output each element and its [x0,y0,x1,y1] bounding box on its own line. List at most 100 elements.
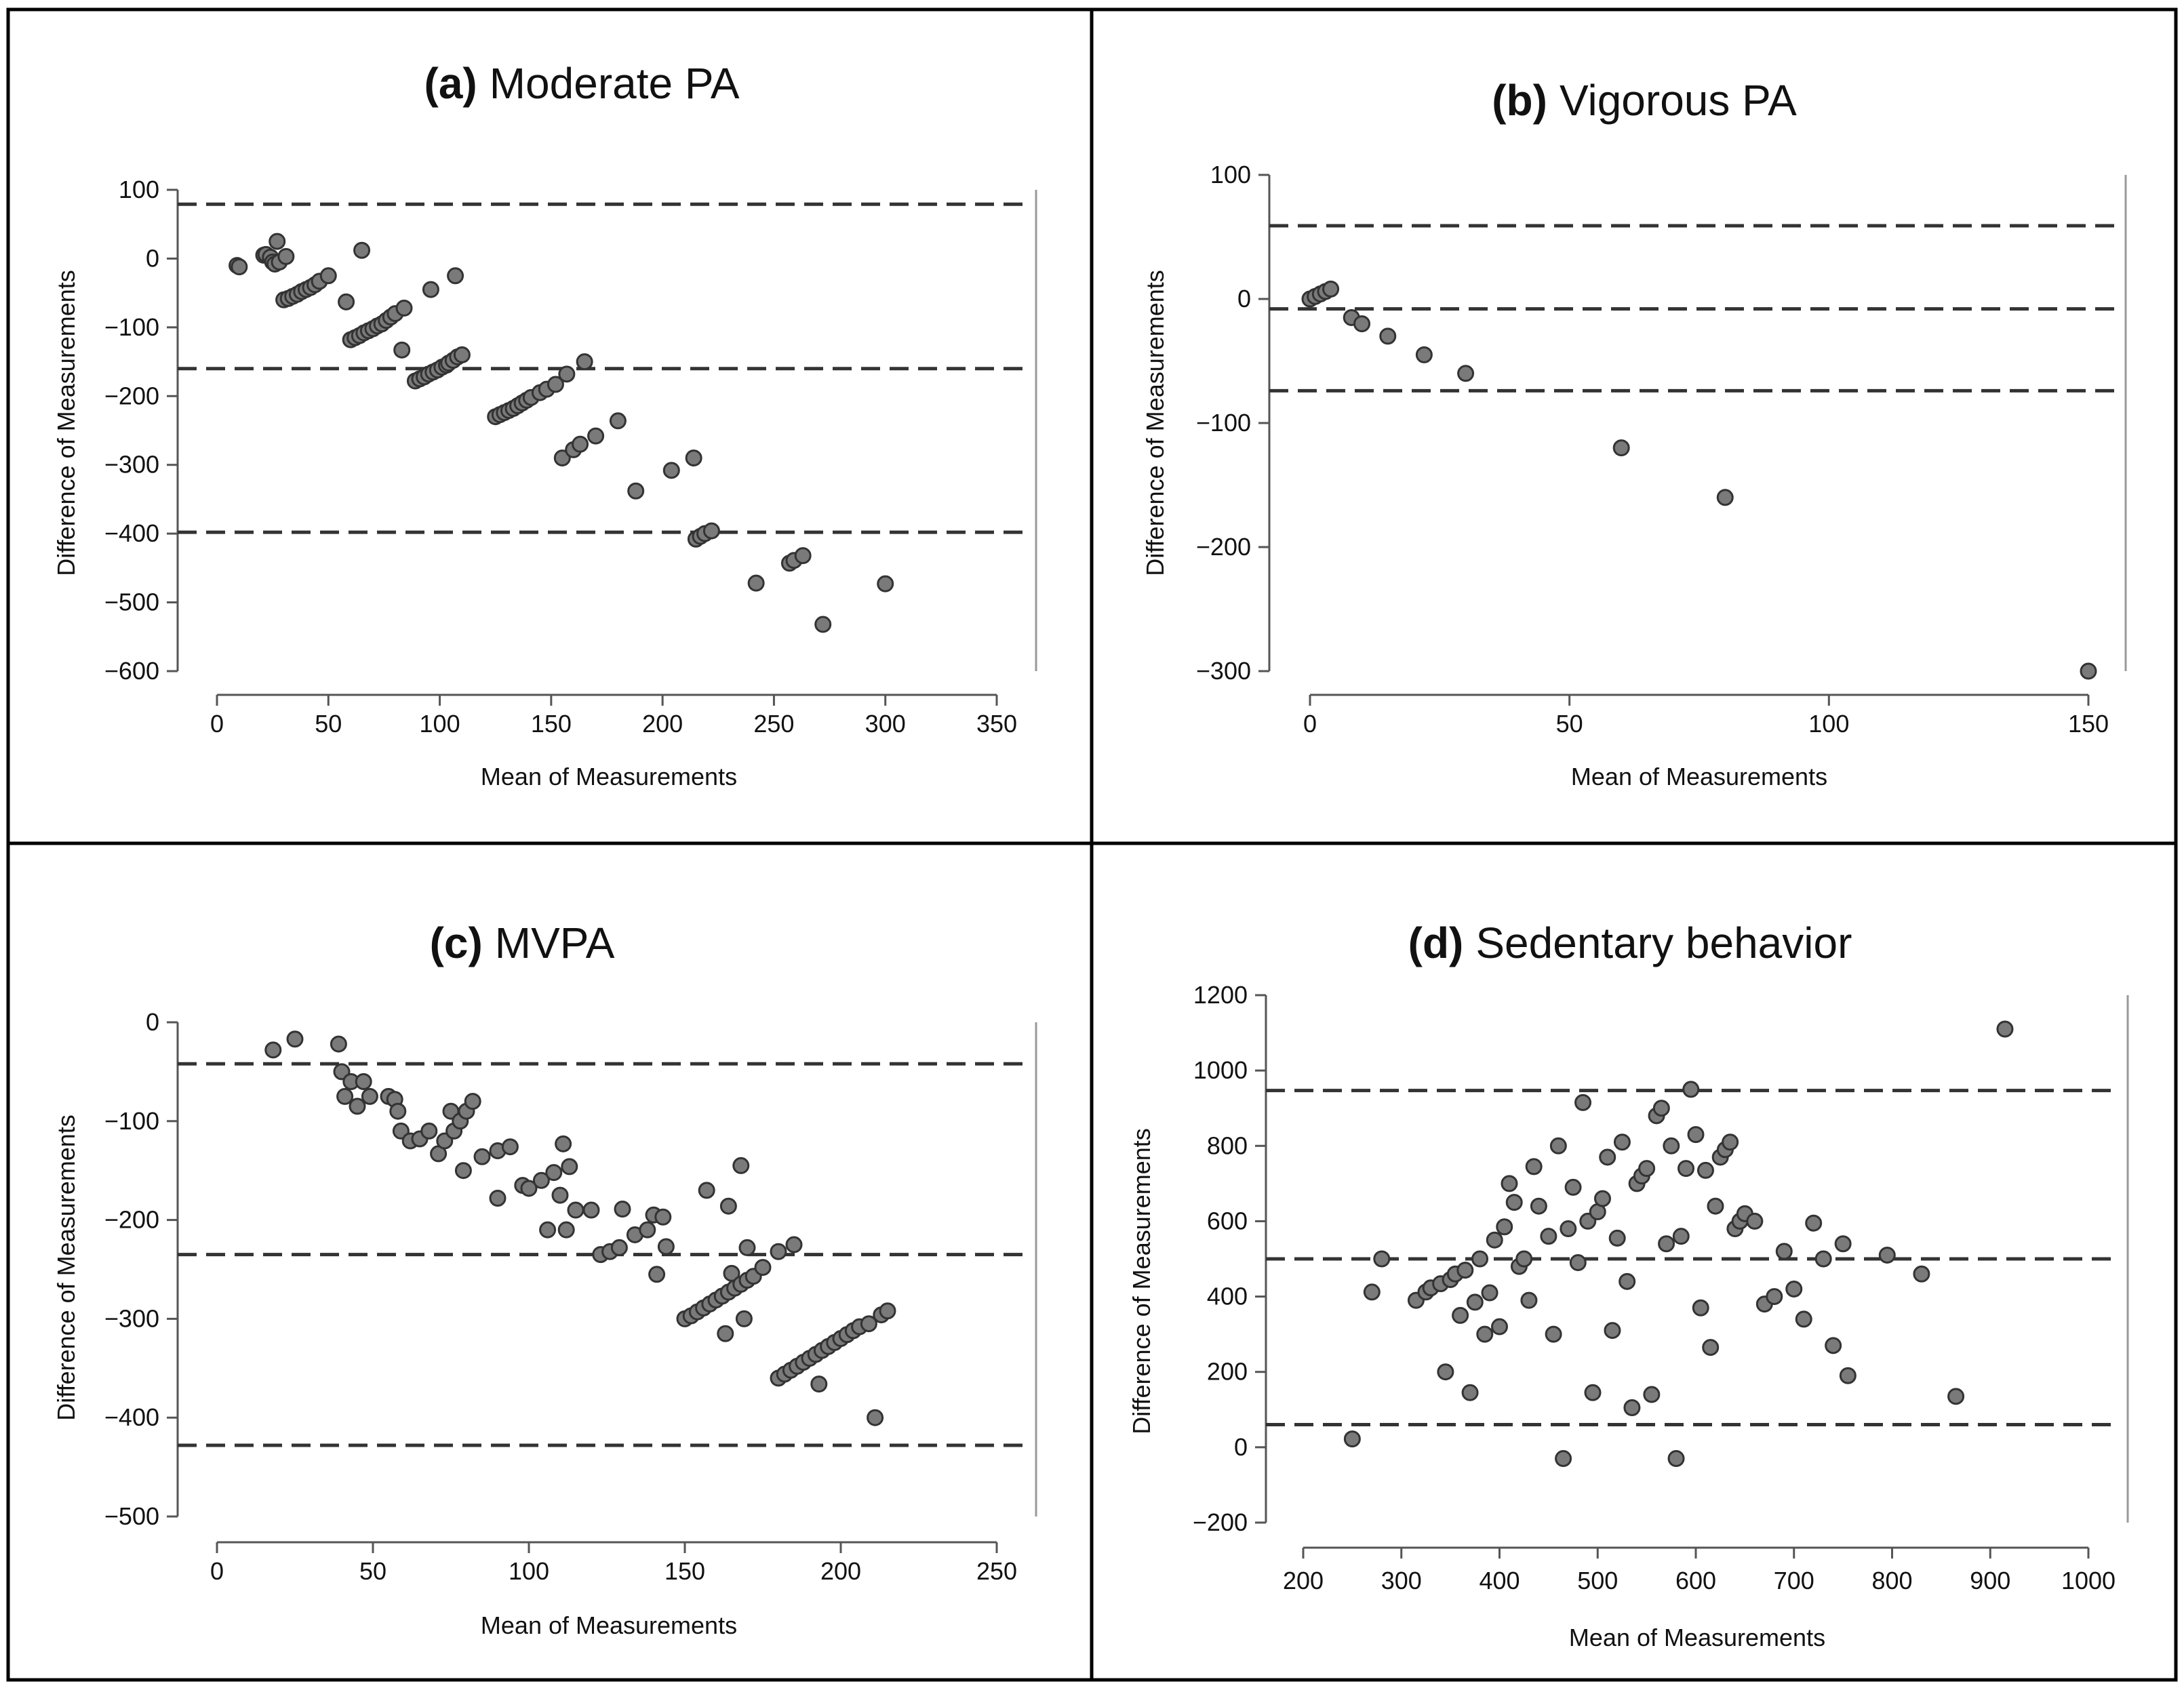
y-tick-label: −400 [104,519,159,547]
y-tick-label: 400 [1207,1283,1248,1310]
chart-title: (a) Moderate PA [424,59,740,108]
data-point [553,449,571,467]
axes: 200 300 400 500 600 700 800 900 1000 1200 1000 800 6… [1193,981,2129,1594]
data-point [657,1238,675,1255]
y-tick-label: 0 [146,1008,159,1036]
chart-title-prefix: (a) [424,59,477,108]
x-tick-label: 0 [1303,710,1317,738]
data-point [1353,315,1371,333]
data-point [1913,1265,1930,1283]
y-tick-label: −600 [104,657,159,685]
data-points [264,1030,896,1426]
data-point [1716,489,1734,506]
x-tick-label: 100 [420,710,460,738]
data-point [738,1239,756,1256]
data-point [639,1221,656,1239]
data-point [1947,1388,1965,1405]
x-tick-label: 400 [1479,1567,1520,1594]
data-point [1525,1158,1543,1175]
data-point [1491,1318,1508,1335]
data-point [879,1302,896,1320]
data-point [1476,1325,1494,1343]
y-tick-label: −100 [104,313,159,341]
data-point [1702,1339,1720,1357]
data-point [422,281,439,298]
data-point [551,1186,569,1204]
chart-title-prefix: (b) [1492,76,1547,125]
data-points [1343,1020,2014,1468]
data-point [662,462,680,479]
data-point [685,449,702,467]
data-point [1612,439,1630,457]
data-point [1599,1148,1616,1166]
x-tick-label: 200 [1283,1567,1324,1594]
data-point [545,1164,563,1182]
data-point [609,412,627,430]
y-tick-label: 1200 [1193,981,1248,1009]
data-point [561,1158,578,1175]
x-tick-label: 50 [1556,710,1583,738]
data-point [867,1409,884,1426]
data-point [393,341,411,359]
x-tick-label: 600 [1675,1567,1716,1594]
data-point [576,353,593,371]
data-point [567,1201,584,1219]
data-point [269,233,286,250]
data-point [1996,1020,2014,1038]
chart-title-text: Vigorous PA [1560,76,1797,125]
data-point [1505,1194,1523,1211]
panel-vigorous-pa: (b) Vigorous PA 0 50 100 150 100 0 −100 −200 −300… [1141,76,2127,790]
data-point [1652,1100,1670,1117]
data-point [1322,280,1340,298]
data-point [1574,1093,1592,1111]
data-point [794,547,812,565]
y-tick-label: 800 [1207,1131,1248,1159]
data-point [1456,1262,1474,1279]
y-axis-label: Difference of Measurements [52,1114,80,1421]
data-point [336,1087,354,1105]
data-point [489,1190,507,1207]
y-tick-label: 0 [1234,1433,1248,1461]
data-point [464,1093,481,1110]
x-tick-label: 150 [664,1557,705,1585]
data-point [614,1201,631,1218]
data-point [558,365,576,383]
data-point [1515,1250,1533,1268]
x-tick-label: 100 [1808,710,1849,738]
panel-borders [6,7,2178,1682]
x-axis-label: Mean of Measurements [1571,763,1827,790]
data-point [547,376,564,393]
data-point [860,1315,877,1333]
data-point [1379,327,1397,345]
x-axis-label: Mean of Measurements [481,1611,737,1639]
y-tick-label: −300 [1196,657,1251,685]
data-point [719,1197,737,1215]
chart-title-text: Sedentary behavior [1475,919,1852,967]
x-tick-label: 250 [976,1557,1017,1585]
data-point [1437,1363,1454,1381]
data-point [501,1138,519,1156]
data-point [1766,1288,1783,1306]
chart-title: (b) Vigorous PA [1492,76,1797,125]
data-point [785,1236,803,1253]
data-point [610,1239,628,1256]
data-point [353,241,371,259]
x-axis-label: Mean of Measurements [1569,1624,1825,1651]
data-point [1672,1228,1690,1245]
data-point [572,435,589,453]
data-point [1805,1214,1823,1232]
y-axis-label: Difference of Measurements [1128,1128,1155,1434]
data-point [717,1325,734,1342]
x-tick-label: 100 [509,1557,549,1585]
y-tick-label: 200 [1207,1358,1248,1386]
x-tick-label: 200 [820,1557,861,1585]
data-point [1696,1161,1714,1179]
axes: 0 50 100 150 200 250 0 −100 −200 −300 −400 −500 [104,1008,1037,1585]
data-point [1814,1250,1832,1268]
data-point [1481,1284,1498,1302]
data-point [698,1182,715,1199]
data-point [1520,1291,1538,1309]
axes: 0 50 100 150 100 0 −100 −200 −300 [1196,161,2127,738]
data-point [810,1375,828,1393]
data-point [1613,1133,1631,1151]
